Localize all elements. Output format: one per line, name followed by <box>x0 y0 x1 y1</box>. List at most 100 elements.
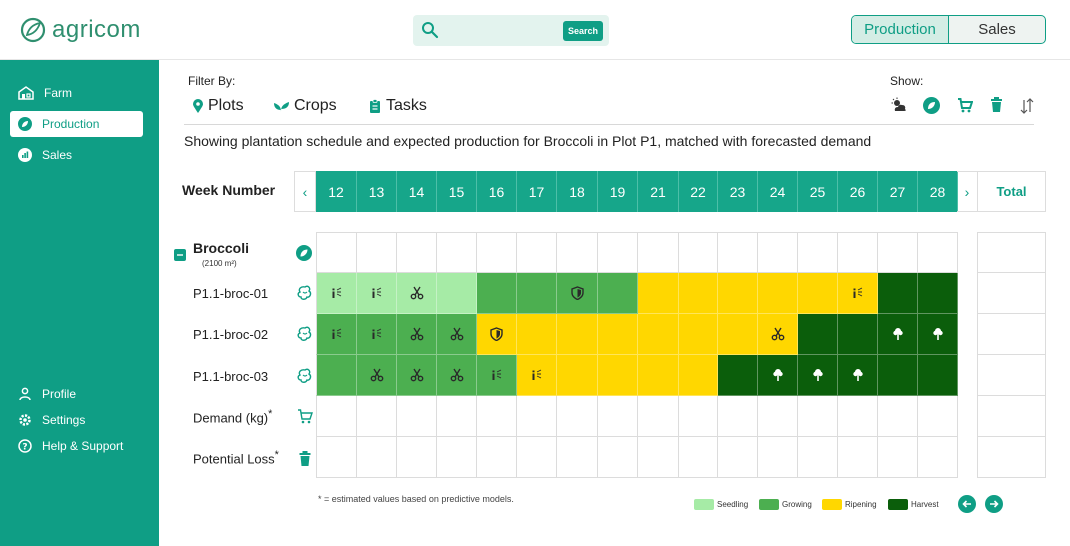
schedule-cell[interactable] <box>718 355 758 396</box>
schedule-cell[interactable] <box>598 273 638 314</box>
week-header-cell[interactable]: 17 <box>517 171 557 212</box>
sidebar-item-production[interactable]: Production <box>10 111 143 137</box>
broccoli-icon[interactable] <box>932 327 944 341</box>
cart-icon[interactable] <box>957 98 973 113</box>
scissors-icon[interactable] <box>410 368 424 382</box>
loss-cell[interactable] <box>437 437 477 478</box>
schedule-cell[interactable] <box>638 355 679 396</box>
week-header-cell[interactable]: 16 <box>477 171 517 212</box>
next-page-button[interactable] <box>985 495 1003 513</box>
schedule-cell[interactable] <box>437 273 477 314</box>
week-header-cell[interactable]: 15 <box>437 171 477 212</box>
demand-cell[interactable] <box>838 396 878 437</box>
schedule-cell[interactable] <box>638 314 679 355</box>
schedule-cell[interactable] <box>598 355 638 396</box>
irrigation-icon[interactable] <box>371 287 383 299</box>
demand-cell[interactable] <box>557 396 598 437</box>
leaf-icon[interactable] <box>923 97 940 114</box>
broccoli-icon[interactable] <box>852 368 864 382</box>
search-button[interactable]: Search <box>563 21 603 41</box>
scissors-icon[interactable] <box>370 368 384 382</box>
schedule-cell[interactable] <box>517 314 557 355</box>
schedule-cell[interactable] <box>397 273 437 314</box>
schedule-cell[interactable] <box>679 273 718 314</box>
crop-summary-cell[interactable] <box>758 232 798 273</box>
loss-cell[interactable] <box>679 437 718 478</box>
app-logo[interactable]: agricom <box>20 15 141 45</box>
irrigation-icon[interactable] <box>491 369 503 381</box>
crop-summary-cell[interactable] <box>878 232 918 273</box>
loss-cell[interactable] <box>918 437 958 478</box>
schedule-cell[interactable] <box>357 355 397 396</box>
schedule-cell[interactable] <box>357 314 397 355</box>
crop-summary-cell[interactable] <box>557 232 598 273</box>
week-header-cell[interactable]: 12 <box>316 171 357 212</box>
crop-summary-cell[interactable] <box>679 232 718 273</box>
sort-icon[interactable] <box>1019 98 1035 114</box>
loss-cell[interactable] <box>878 437 918 478</box>
plot-details-icon[interactable] <box>297 326 313 342</box>
plot-details-icon[interactable] <box>297 368 313 384</box>
schedule-cell[interactable] <box>316 314 357 355</box>
demand-cell[interactable] <box>638 396 679 437</box>
schedule-cell[interactable] <box>397 314 437 355</box>
schedule-cell[interactable] <box>477 355 517 396</box>
week-header-cell[interactable]: 14 <box>397 171 437 212</box>
schedule-cell[interactable] <box>838 273 878 314</box>
week-header-cell[interactable]: 18 <box>557 171 598 212</box>
schedule-cell[interactable] <box>758 273 798 314</box>
week-header-cell[interactable]: 21 <box>638 171 679 212</box>
loss-cell[interactable] <box>598 437 638 478</box>
cart-icon[interactable] <box>297 408 313 424</box>
demand-cell[interactable] <box>758 396 798 437</box>
trash-icon[interactable] <box>990 97 1003 113</box>
schedule-cell[interactable] <box>437 355 477 396</box>
crop-summary-cell[interactable] <box>718 232 758 273</box>
sidebar-item-sales[interactable]: Sales <box>10 142 143 168</box>
crop-summary-cell[interactable] <box>918 232 958 273</box>
schedule-cell[interactable] <box>477 273 517 314</box>
loss-cell[interactable] <box>758 437 798 478</box>
crop-summary-cell[interactable] <box>798 232 838 273</box>
schedule-cell[interactable] <box>517 355 557 396</box>
shield-icon[interactable] <box>570 286 584 300</box>
irrigation-icon[interactable] <box>371 328 383 340</box>
prev-page-button[interactable] <box>958 495 976 513</box>
demand-cell[interactable] <box>798 396 838 437</box>
schedule-cell[interactable] <box>557 314 598 355</box>
week-header-cell[interactable]: 28 <box>918 171 958 212</box>
week-header-cell[interactable]: 26 <box>838 171 878 212</box>
loss-cell[interactable] <box>316 437 357 478</box>
scissors-icon[interactable] <box>410 286 424 300</box>
week-header-cell[interactable]: 27 <box>878 171 918 212</box>
week-header-cell[interactable]: 25 <box>798 171 838 212</box>
schedule-cell[interactable] <box>878 314 918 355</box>
crop-summary-cell[interactable] <box>838 232 878 273</box>
broccoli-icon[interactable] <box>892 327 904 341</box>
demand-cell[interactable] <box>598 396 638 437</box>
week-header-cell[interactable]: 22 <box>679 171 718 212</box>
mode-toggle[interactable]: Production Sales <box>851 15 1046 44</box>
sales-toggle-button[interactable]: Sales <box>978 21 1016 38</box>
scissors-icon[interactable] <box>410 327 424 341</box>
weeks-next-button[interactable]: › <box>957 171 977 212</box>
schedule-cell[interactable] <box>758 314 798 355</box>
crop-summary-cell[interactable] <box>437 232 477 273</box>
schedule-cell[interactable] <box>316 355 357 396</box>
sidebar-item-profile[interactable]: Profile <box>10 381 143 407</box>
schedule-cell[interactable] <box>718 273 758 314</box>
scissors-icon[interactable] <box>450 327 464 341</box>
schedule-cell[interactable] <box>679 355 718 396</box>
loss-cell[interactable] <box>357 437 397 478</box>
schedule-cell[interactable] <box>437 314 477 355</box>
schedule-cell[interactable] <box>517 273 557 314</box>
schedule-cell[interactable] <box>918 314 958 355</box>
weeks-prev-button[interactable]: ‹ <box>294 171 316 212</box>
loss-cell[interactable] <box>638 437 679 478</box>
irrigation-icon[interactable] <box>852 287 864 299</box>
demand-cell[interactable] <box>477 396 517 437</box>
schedule-cell[interactable] <box>357 273 397 314</box>
demand-cell[interactable] <box>918 396 958 437</box>
collapse-button[interactable] <box>174 249 186 261</box>
crop-summary-cell[interactable] <box>477 232 517 273</box>
